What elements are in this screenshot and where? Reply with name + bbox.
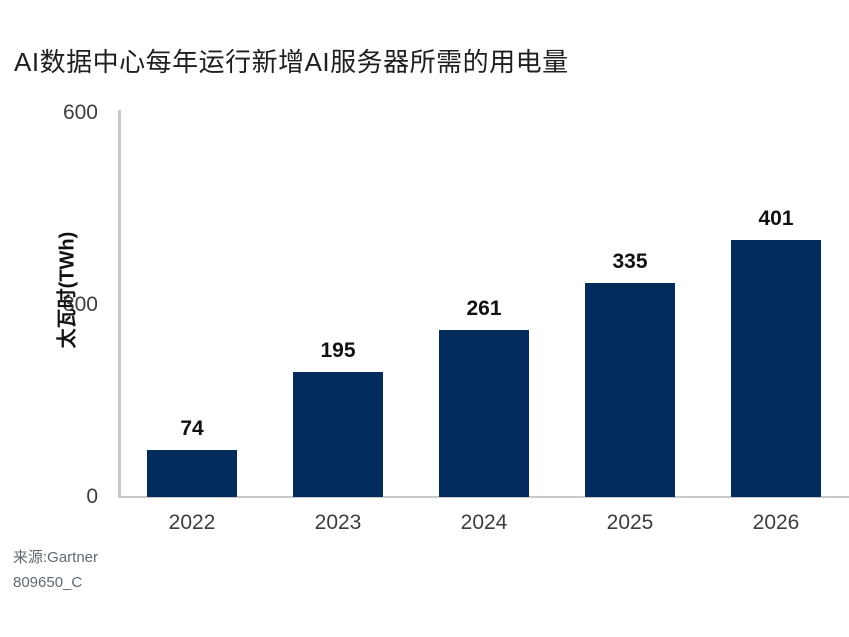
plot-area: 74 195 261 335 401 xyxy=(119,113,849,497)
bar-value-label: 74 xyxy=(180,416,204,440)
y-axis-title: 太瓦时(TWh) xyxy=(56,231,79,349)
bar-2022 xyxy=(147,449,237,497)
x-tick-label: 2023 xyxy=(314,511,362,534)
bar-value-label: 261 xyxy=(466,296,502,320)
x-tick-label: 2025 xyxy=(606,511,654,534)
bar-value-label: 335 xyxy=(612,249,648,273)
y-axis-line xyxy=(118,110,121,497)
bar-value-label: 401 xyxy=(758,207,794,231)
chart-title: AI数据中心每年运行新增AI服务器所需的用电量 xyxy=(14,47,569,77)
x-tick-label: 2024 xyxy=(460,511,508,534)
bar-2023 xyxy=(293,372,383,497)
bar-2025 xyxy=(585,282,675,497)
x-tick-label: 2022 xyxy=(168,511,216,534)
y-tick-label: 600 xyxy=(62,101,98,124)
bar-2026 xyxy=(731,240,821,497)
x-tick-label: 2026 xyxy=(752,511,800,534)
bar-2024 xyxy=(439,329,529,497)
bar-value-label: 195 xyxy=(320,339,356,363)
chart-id-line: 809650_C xyxy=(13,574,83,591)
y-tick-label: 0 xyxy=(86,485,98,508)
source-block: 来源:Gartner 809650_C xyxy=(13,545,98,595)
source-line: 来源:Gartner xyxy=(13,549,99,566)
y-tick-label: 300 xyxy=(62,293,98,316)
